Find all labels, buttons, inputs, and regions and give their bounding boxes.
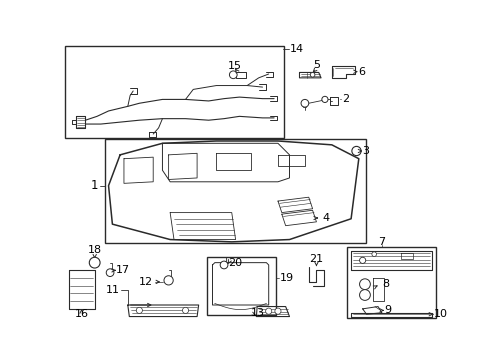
- Text: 19: 19: [279, 273, 293, 283]
- Text: 8: 8: [381, 279, 388, 289]
- Text: 3: 3: [362, 146, 369, 156]
- Text: 21: 21: [309, 254, 323, 264]
- Circle shape: [163, 276, 173, 285]
- Circle shape: [274, 308, 281, 314]
- Circle shape: [220, 261, 227, 269]
- Bar: [64, 45, 284, 138]
- Text: 7: 7: [378, 237, 385, 247]
- Text: 6: 6: [357, 67, 364, 77]
- Text: 16: 16: [75, 309, 88, 319]
- Text: 11: 11: [106, 285, 120, 294]
- Bar: [104, 139, 366, 243]
- Text: 15: 15: [227, 61, 242, 71]
- Text: 17: 17: [116, 265, 130, 275]
- Circle shape: [359, 289, 369, 300]
- Circle shape: [89, 257, 100, 268]
- Bar: [207, 257, 276, 315]
- Circle shape: [182, 307, 188, 314]
- Circle shape: [106, 269, 114, 276]
- Circle shape: [359, 257, 365, 264]
- Circle shape: [265, 308, 271, 314]
- Bar: [346, 247, 435, 318]
- Text: 9: 9: [384, 305, 390, 315]
- Text: 10: 10: [432, 309, 447, 319]
- Circle shape: [310, 72, 314, 77]
- Circle shape: [371, 252, 376, 256]
- Circle shape: [229, 71, 237, 78]
- Text: 13: 13: [250, 308, 264, 318]
- Text: 20: 20: [227, 258, 242, 267]
- Text: 14: 14: [289, 44, 303, 54]
- Text: 18: 18: [87, 244, 102, 255]
- Circle shape: [351, 147, 360, 156]
- Text: 1: 1: [91, 179, 98, 192]
- Circle shape: [136, 307, 142, 314]
- Text: 5: 5: [312, 60, 319, 70]
- Text: 12: 12: [139, 277, 153, 287]
- Circle shape: [359, 279, 369, 289]
- Text: 2: 2: [341, 94, 348, 104]
- Text: 4: 4: [322, 213, 329, 223]
- Circle shape: [301, 99, 308, 107]
- Circle shape: [321, 96, 327, 103]
